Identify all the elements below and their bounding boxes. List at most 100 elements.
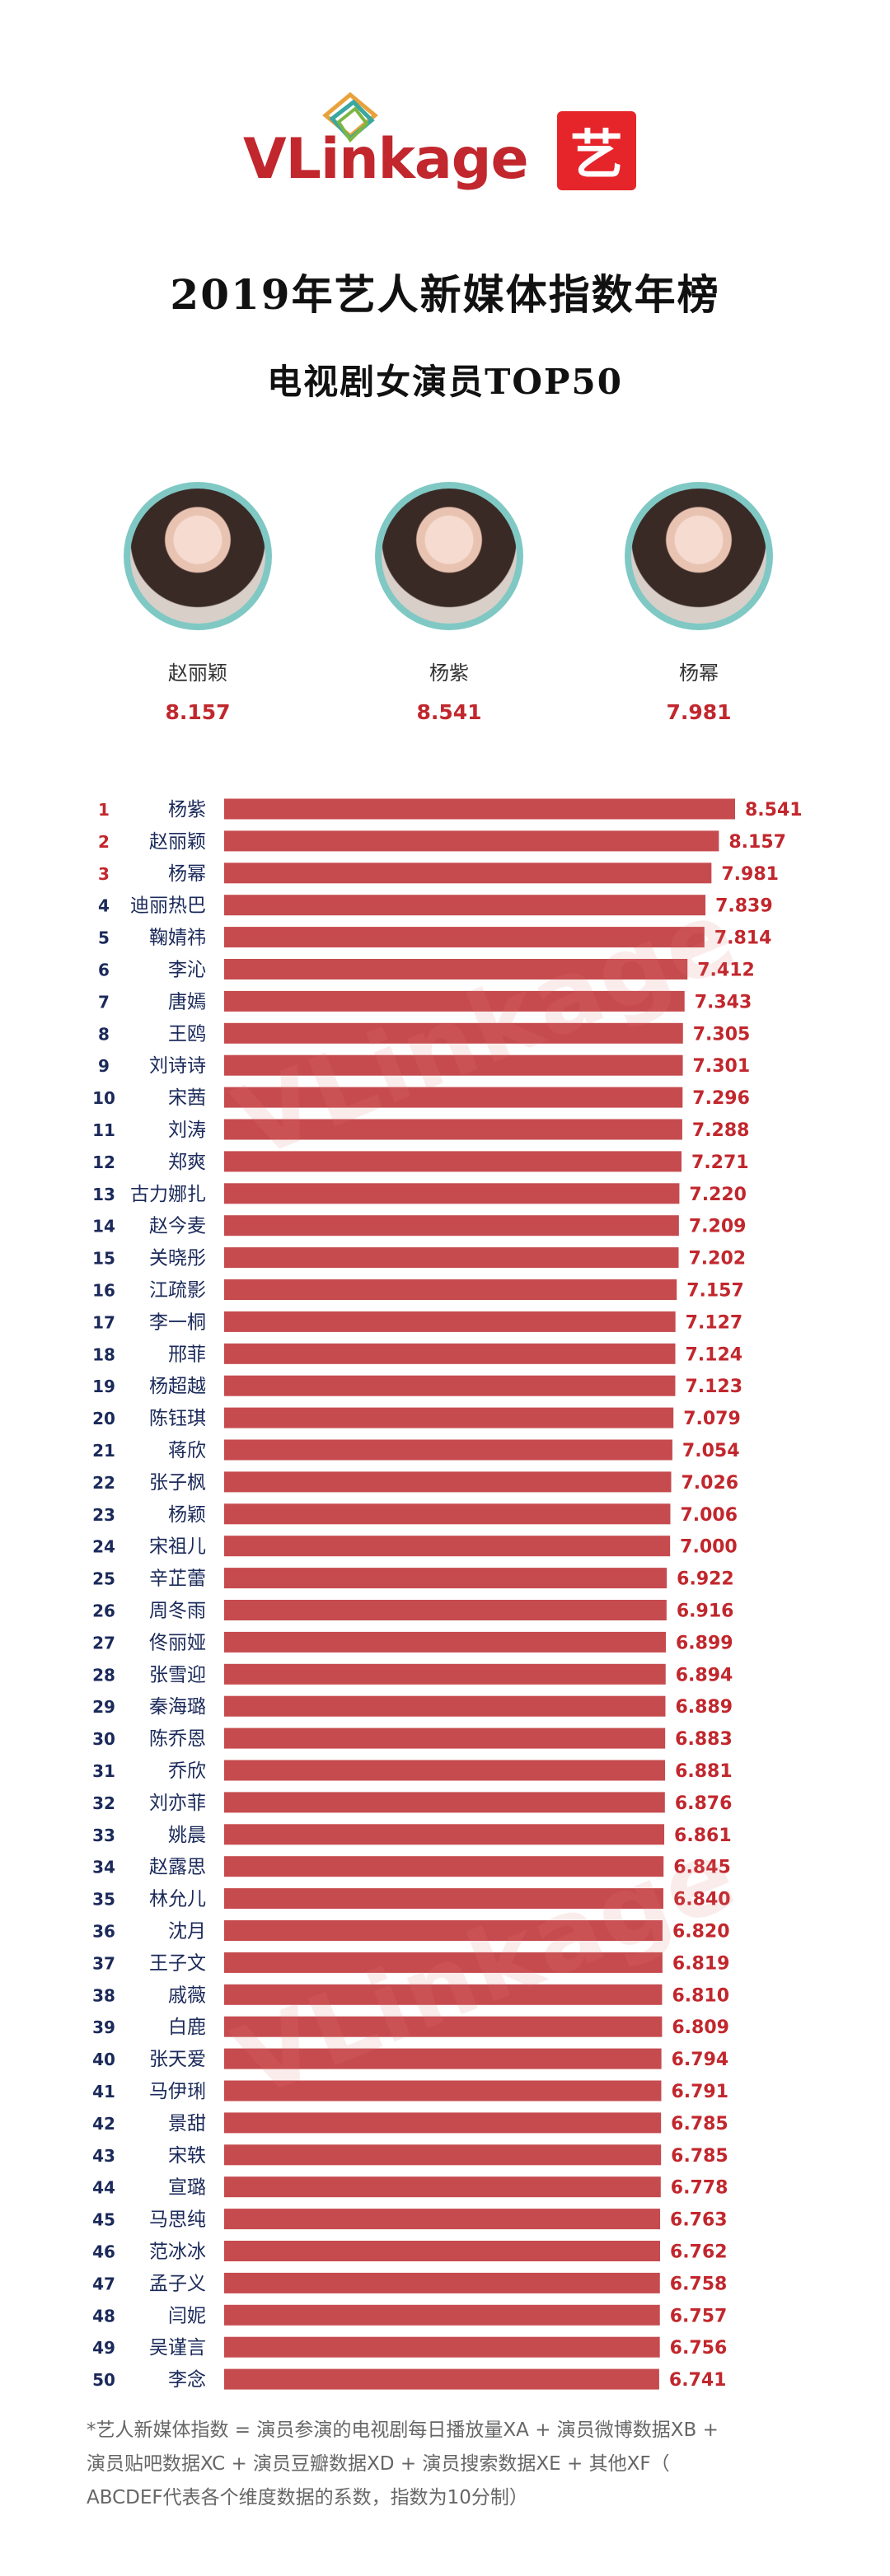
rank-number: 1 — [98, 800, 110, 820]
bar — [224, 2368, 659, 2390]
value-label: 6.819 — [672, 1953, 730, 1974]
value-label: 6.876 — [675, 1793, 733, 1814]
category-label: 关晓彤 — [149, 1248, 206, 1269]
category-label: 张雪迎 — [149, 1664, 206, 1685]
value-label: 6.899 — [676, 1633, 733, 1653]
value-label: 6.757 — [670, 2306, 728, 2326]
category-label: 戚薇 — [168, 1985, 206, 2006]
category-label: 江疏影 — [149, 1280, 206, 1302]
rank-number: 49 — [92, 2338, 115, 2358]
category-label: 宣璐 — [168, 2177, 206, 2199]
category-label: 孟子义 — [149, 2273, 206, 2294]
rank-number: 33 — [92, 1826, 115, 1845]
bar — [224, 1536, 671, 1557]
value-label: 7.079 — [683, 1409, 741, 1429]
bar — [224, 1439, 672, 1461]
value-label: 6.840 — [673, 1890, 731, 1910]
rank-number: 14 — [92, 1217, 115, 1237]
category-label: 宋茜 — [168, 1087, 206, 1109]
rank-number: 39 — [92, 2017, 115, 2037]
avatar — [625, 482, 773, 630]
value-label: 6.741 — [669, 2370, 727, 2391]
bar — [224, 1151, 682, 1172]
brand-logo-text: VLinkage — [243, 127, 529, 192]
rank-number: 6 — [98, 961, 110, 980]
rank-number: 15 — [92, 1249, 115, 1269]
footnote-line: ABCDEF代表各个维度数据的系数，指数为10分制） — [87, 2487, 528, 2508]
value-label: 7.220 — [689, 1185, 747, 1205]
rank-number: 21 — [92, 1441, 115, 1461]
value-label: 7.301 — [693, 1056, 751, 1077]
value-label: 7.000 — [680, 1537, 738, 1558]
bar — [224, 830, 719, 852]
vlinkage-logo-icon — [322, 91, 378, 143]
rank-number: 27 — [92, 1633, 115, 1653]
category-label: 鞠婧祎 — [149, 928, 206, 949]
category-label: 刘涛 — [168, 1120, 206, 1141]
rank-number: 9 — [98, 1056, 110, 1076]
value-label: 6.922 — [677, 1569, 734, 1590]
value-label: 6.883 — [675, 1729, 733, 1750]
podium-score: 7.981 — [666, 700, 732, 724]
bar — [224, 1695, 666, 1717]
bar — [224, 2080, 662, 2101]
value-label: 6.794 — [672, 2050, 729, 2070]
category-label: 宋祖儿 — [149, 1536, 206, 1558]
bar — [224, 1856, 664, 1877]
bar — [224, 2304, 660, 2326]
bar — [224, 927, 705, 948]
category-label: 杨超越 — [149, 1376, 206, 1397]
category-label: 张子枫 — [149, 1472, 206, 1494]
category-label: 林允儿 — [149, 1889, 206, 1910]
footnote-line: *艺人新媒体指数 = 演员参演的电视剧每日播放量XA + 演员微博数据XB + — [87, 2419, 719, 2441]
category-label: 陈乔恩 — [149, 1728, 206, 1750]
logo-area: VLinkage 艺 — [0, 78, 890, 210]
value-label: 7.305 — [693, 1024, 751, 1045]
podium-name: 杨幂 — [679, 662, 719, 685]
value-label: 6.810 — [672, 1985, 729, 2006]
value-label: 6.791 — [671, 2082, 728, 2102]
category-label: 李沁 — [168, 960, 206, 981]
rank-number: 35 — [92, 1890, 115, 1910]
footnote: *艺人新媒体指数 = 演员参演的电视剧每日播放量XA + 演员微博数据XB + … — [87, 2414, 828, 2515]
value-label: 7.123 — [685, 1377, 742, 1397]
value-label: 6.756 — [670, 2338, 728, 2359]
bar — [224, 1471, 672, 1493]
category-label: 赵今麦 — [149, 1216, 206, 1237]
rank-number: 30 — [92, 1729, 115, 1749]
category-label: 乔欣 — [168, 1760, 206, 1782]
bar — [224, 2209, 661, 2230]
rank-number: 34 — [92, 1858, 115, 1877]
rank-number: 37 — [92, 1953, 115, 1973]
rank-number: 24 — [92, 1537, 115, 1557]
bar — [224, 2144, 662, 2166]
rank-number: 45 — [92, 2210, 115, 2230]
podium-name: 赵丽颖 — [168, 662, 227, 685]
value-label: 7.343 — [695, 992, 752, 1012]
value-label: 6.916 — [677, 1601, 734, 1622]
value-label: 6.820 — [672, 1922, 730, 1943]
podium-name: 杨紫 — [429, 662, 469, 685]
bar — [224, 1247, 679, 1269]
value-label: 7.412 — [697, 961, 755, 981]
rank-number: 3 — [98, 864, 110, 884]
rank-number: 42 — [92, 2114, 115, 2134]
bar — [224, 1279, 677, 1300]
bar — [224, 1631, 666, 1653]
category-label: 李念 — [168, 2369, 206, 2391]
bar — [224, 1727, 666, 1749]
bar — [224, 2048, 662, 2069]
rank-number: 28 — [92, 1665, 115, 1685]
value-label: 6.785 — [671, 2114, 728, 2134]
bar — [224, 798, 735, 820]
category-label: 佟丽娅 — [149, 1632, 206, 1653]
rank-number: 18 — [92, 1344, 115, 1364]
bar — [224, 2016, 663, 2037]
category-label: 赵丽颖 — [149, 831, 206, 853]
category-label: 杨颖 — [168, 1504, 206, 1526]
category-label: 赵露思 — [149, 1857, 206, 1878]
category-label: 吴谨言 — [149, 2337, 206, 2359]
value-label: 6.861 — [674, 1826, 732, 1846]
podium-score: 8.157 — [165, 700, 231, 724]
value-label: 6.762 — [670, 2242, 728, 2263]
